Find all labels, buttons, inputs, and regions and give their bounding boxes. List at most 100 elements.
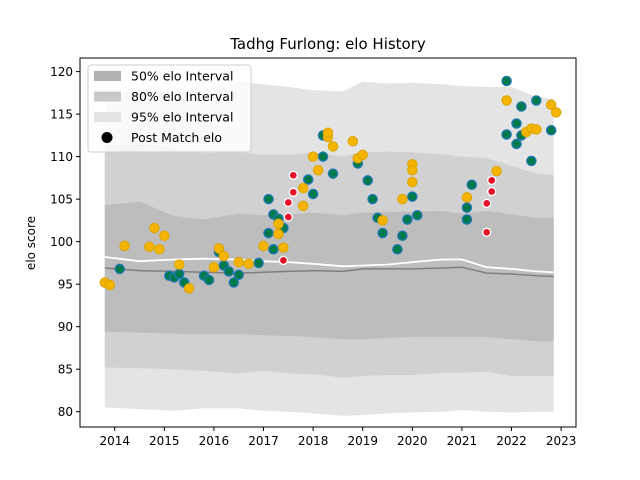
y-tick-label: 120 xyxy=(50,65,73,79)
legend-label: 95% elo Interval xyxy=(131,110,233,125)
point-draw xyxy=(407,176,418,188)
x-tick-label: 2022 xyxy=(496,434,527,448)
point-draw xyxy=(173,259,185,270)
point-win xyxy=(531,95,542,106)
point-win xyxy=(263,193,274,205)
point-draw xyxy=(550,107,562,118)
point-win xyxy=(317,151,329,162)
point-draw xyxy=(104,279,116,291)
point-draw xyxy=(397,193,408,205)
x-tick-label: 2016 xyxy=(199,434,230,448)
point-win xyxy=(228,277,240,288)
y-axis-label: elo score xyxy=(24,216,38,270)
y-axis: 80 85 90 95 100 105 110 115 120 xyxy=(50,65,80,419)
point-draw xyxy=(297,182,309,194)
y-tick-label: 115 xyxy=(50,108,73,122)
point-draw xyxy=(243,258,254,270)
point-draw xyxy=(297,200,309,212)
point-loss xyxy=(482,227,492,237)
point-draw xyxy=(407,164,418,176)
legend-box xyxy=(87,64,252,153)
point-win xyxy=(223,266,235,277)
point-win xyxy=(466,179,478,190)
point-draw xyxy=(159,230,170,241)
y-tick-label: 90 xyxy=(58,320,73,334)
point-win xyxy=(253,257,264,269)
point-draw xyxy=(258,240,269,252)
legend-label: Post Match elo xyxy=(131,130,222,145)
y-tick-label: 80 xyxy=(58,405,73,419)
point-win xyxy=(268,244,279,255)
plot-frame xyxy=(79,57,577,428)
legend-swatch xyxy=(94,112,121,122)
legend-swatch xyxy=(94,91,121,102)
point-win xyxy=(114,263,125,275)
point-draw xyxy=(278,242,289,253)
point-win xyxy=(367,193,378,205)
point-loss xyxy=(487,175,497,186)
point-draw xyxy=(149,222,160,234)
point-loss xyxy=(482,198,492,209)
x-tick-label: 2014 xyxy=(99,434,130,448)
y-tick-label: 110 xyxy=(50,150,73,164)
x-tick-label: 2019 xyxy=(347,434,378,448)
point-draw xyxy=(307,151,319,162)
point-draw xyxy=(273,218,284,230)
legend: 50% elo Interval 80% elo Interval 95% elo … xyxy=(87,64,252,153)
y-tick-label: 100 xyxy=(50,235,73,249)
point-draw xyxy=(347,136,359,147)
point-win xyxy=(203,274,215,286)
point-loss xyxy=(288,170,298,180)
point-win xyxy=(511,118,522,129)
point-loss xyxy=(487,186,497,197)
legend-swatch xyxy=(94,71,121,81)
point-win xyxy=(263,227,274,239)
point-draw xyxy=(531,124,542,135)
median-line xyxy=(104,266,554,278)
point-win xyxy=(545,125,557,136)
point-loss xyxy=(288,187,298,197)
point-win xyxy=(327,168,339,179)
trend-lines xyxy=(104,256,554,278)
point-draw xyxy=(208,261,220,273)
point-loss xyxy=(278,255,289,266)
point-win xyxy=(402,214,413,225)
x-axis: 2014 2015 2016 2017 2018 2019 2020 2021 2022 2023 xyxy=(99,427,576,448)
point-win xyxy=(302,174,314,185)
legend-label: 80% elo Interval xyxy=(131,89,233,104)
point-win xyxy=(461,214,473,225)
x-tick-label: 2017 xyxy=(248,434,279,448)
point-win xyxy=(407,191,418,202)
point-draw xyxy=(545,99,557,111)
x-tick-label: 2021 xyxy=(447,434,478,448)
point-draw xyxy=(327,141,339,152)
y-tick-label: 85 xyxy=(58,363,73,377)
point-draw xyxy=(213,243,225,254)
point-draw xyxy=(183,283,195,294)
point-draw xyxy=(233,256,244,268)
point-win xyxy=(397,230,408,241)
point-win xyxy=(307,188,319,200)
point-win xyxy=(461,202,473,213)
point-draw xyxy=(154,244,165,255)
chart-title: Tadhg Furlong: elo History xyxy=(229,35,426,53)
point-win xyxy=(412,210,423,221)
y-tick-label: 105 xyxy=(50,193,73,207)
point-draw xyxy=(273,228,284,240)
point-loss xyxy=(283,212,293,222)
x-tick-label: 2018 xyxy=(298,434,329,448)
point-win xyxy=(377,227,388,239)
legend-marker xyxy=(101,132,113,143)
point-draw xyxy=(377,215,388,226)
point-loss xyxy=(283,197,293,208)
point-draw xyxy=(322,127,334,139)
point-win xyxy=(392,244,403,255)
point-draw xyxy=(461,192,473,203)
legend-label: 50% elo Interval xyxy=(131,69,233,84)
point-draw xyxy=(119,240,130,252)
point-draw xyxy=(312,164,324,176)
point-win xyxy=(501,129,512,140)
point-draw xyxy=(357,149,368,161)
point-win xyxy=(511,138,522,150)
